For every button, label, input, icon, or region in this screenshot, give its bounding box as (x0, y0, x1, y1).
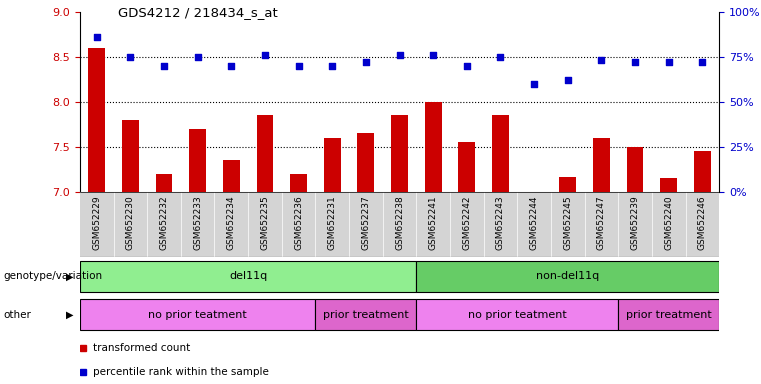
Bar (181, 192, 215, 257)
Text: ▶: ▶ (66, 310, 74, 320)
Bar (155, 174, 173, 192)
Text: GSM652234: GSM652234 (227, 195, 236, 250)
Bar (391, 115, 408, 192)
Text: GSM652247: GSM652247 (597, 195, 606, 250)
Text: GSM652232: GSM652232 (160, 195, 168, 250)
Text: GSM652229: GSM652229 (92, 195, 101, 250)
Bar (315, 192, 349, 257)
Point (528, 81, 540, 87)
Point (629, 59, 641, 65)
Bar (358, 133, 374, 192)
Text: GSM652237: GSM652237 (361, 195, 371, 250)
Text: GSM652239: GSM652239 (631, 195, 639, 250)
Text: ▶: ▶ (66, 271, 74, 281)
Point (595, 57, 607, 63)
Bar (147, 192, 181, 257)
Bar (80, 300, 315, 330)
Bar (215, 192, 248, 257)
Text: prior treatment: prior treatment (323, 310, 409, 320)
Bar (686, 192, 719, 257)
Bar (593, 138, 610, 192)
Text: GSM652245: GSM652245 (563, 195, 572, 250)
Point (460, 63, 473, 69)
Text: GSM652230: GSM652230 (126, 195, 135, 250)
Bar (652, 192, 686, 257)
Bar (551, 192, 584, 257)
Text: GSM652244: GSM652244 (530, 195, 539, 250)
Bar (450, 192, 484, 257)
Bar (122, 120, 139, 192)
Point (663, 59, 675, 65)
Text: GSM652236: GSM652236 (294, 195, 303, 250)
Point (124, 53, 136, 60)
Bar (618, 192, 652, 257)
Text: no prior teatment: no prior teatment (468, 310, 567, 320)
Bar (584, 192, 618, 257)
Text: del11q: del11q (229, 271, 267, 281)
Point (225, 63, 237, 69)
Text: GSM652240: GSM652240 (664, 195, 673, 250)
Text: GSM652241: GSM652241 (428, 195, 438, 250)
Bar (248, 192, 282, 257)
Bar (458, 142, 475, 192)
Bar (290, 174, 307, 192)
Point (360, 59, 372, 65)
Bar (80, 261, 416, 292)
Text: GSM652233: GSM652233 (193, 195, 202, 250)
Bar (618, 300, 719, 330)
Bar (626, 147, 644, 192)
Text: transformed count: transformed count (93, 343, 190, 354)
Point (91, 34, 103, 40)
Bar (517, 192, 551, 257)
Bar (80, 192, 113, 257)
Text: prior treatment: prior treatment (626, 310, 712, 320)
Point (292, 63, 304, 69)
Text: GSM652243: GSM652243 (496, 195, 505, 250)
Bar (324, 138, 341, 192)
Bar (559, 177, 576, 192)
Bar (416, 300, 618, 330)
Bar (282, 192, 315, 257)
Bar (223, 161, 240, 192)
Bar (113, 192, 147, 257)
Text: GSM652238: GSM652238 (395, 195, 404, 250)
Text: GSM652235: GSM652235 (260, 195, 269, 250)
Text: GDS4212 / 218434_s_at: GDS4212 / 218434_s_at (118, 6, 278, 19)
Text: GSM652242: GSM652242 (463, 195, 471, 250)
Bar (694, 151, 711, 192)
Bar (383, 192, 416, 257)
Bar (189, 129, 206, 192)
Point (696, 59, 708, 65)
Bar (492, 115, 509, 192)
Bar (88, 48, 105, 192)
Text: percentile rank within the sample: percentile rank within the sample (93, 367, 269, 377)
Bar (416, 261, 719, 292)
Point (427, 52, 439, 58)
Point (192, 53, 204, 60)
Point (259, 52, 271, 58)
Point (562, 77, 574, 83)
Text: other: other (4, 310, 32, 320)
Text: genotype/variation: genotype/variation (4, 271, 103, 281)
Text: non-del11q: non-del11q (536, 271, 600, 281)
Point (158, 63, 170, 69)
Text: no prior teatment: no prior teatment (148, 310, 247, 320)
Point (393, 52, 406, 58)
Bar (416, 192, 450, 257)
Bar (256, 115, 273, 192)
Bar (315, 300, 416, 330)
Bar (349, 192, 383, 257)
Point (326, 63, 339, 69)
Bar (425, 102, 441, 192)
Bar (484, 192, 517, 257)
Point (495, 53, 507, 60)
Bar (661, 179, 677, 192)
Text: GSM652231: GSM652231 (328, 195, 336, 250)
Text: GSM652246: GSM652246 (698, 195, 707, 250)
